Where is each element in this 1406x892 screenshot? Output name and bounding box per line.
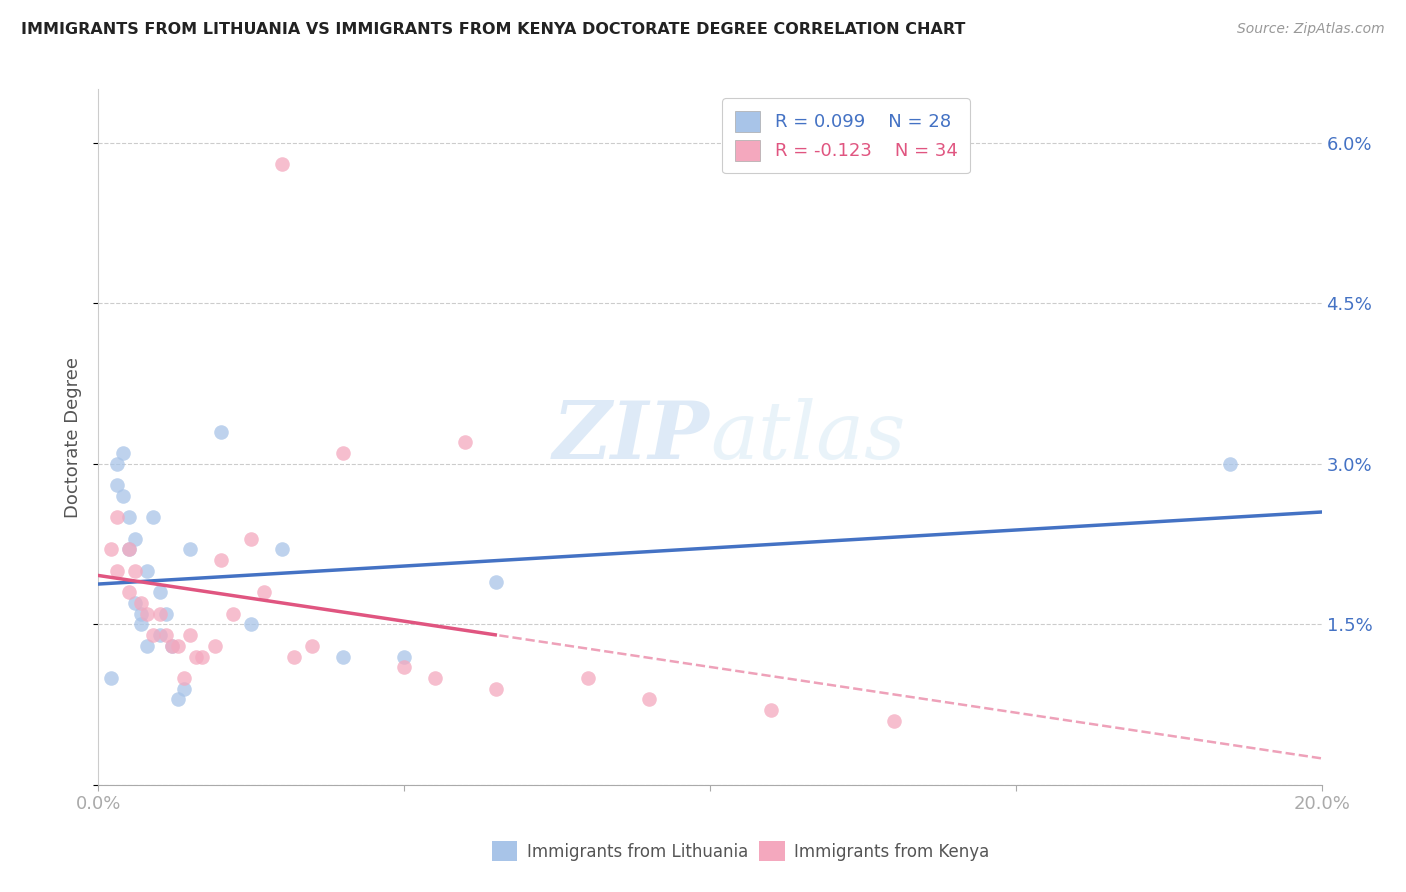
Point xyxy=(270,157,292,171)
Point xyxy=(240,617,263,632)
Point xyxy=(129,607,152,621)
Text: IMMIGRANTS FROM LITHUANIA VS IMMIGRANTS FROM KENYA DOCTORATE DEGREE CORRELATION : IMMIGRANTS FROM LITHUANIA VS IMMIGRANTS … xyxy=(21,22,966,37)
Point xyxy=(136,639,159,653)
Point xyxy=(149,628,172,642)
Point xyxy=(142,510,165,524)
Point xyxy=(179,542,201,557)
Point xyxy=(173,671,195,685)
Point xyxy=(105,478,128,492)
Point xyxy=(118,585,141,599)
Point xyxy=(173,681,195,696)
Point xyxy=(155,628,177,642)
Point xyxy=(124,532,146,546)
Point xyxy=(270,542,292,557)
Point xyxy=(160,639,183,653)
Point xyxy=(222,607,245,621)
Legend: R = 0.099    N = 28, R = -0.123    N = 34: R = 0.099 N = 28, R = -0.123 N = 34 xyxy=(723,98,970,173)
Point xyxy=(240,532,263,546)
Point xyxy=(129,596,152,610)
Text: ZIP: ZIP xyxy=(553,399,710,475)
Point xyxy=(576,671,599,685)
Point xyxy=(191,649,214,664)
Point xyxy=(883,714,905,728)
Text: Immigrants from Lithuania: Immigrants from Lithuania xyxy=(527,843,748,861)
Point xyxy=(454,435,477,450)
Point xyxy=(179,628,201,642)
Text: Source: ZipAtlas.com: Source: ZipAtlas.com xyxy=(1237,22,1385,37)
Point xyxy=(136,564,159,578)
Point xyxy=(100,542,122,557)
Point xyxy=(332,649,354,664)
Text: Immigrants from Kenya: Immigrants from Kenya xyxy=(794,843,990,861)
Point xyxy=(149,607,172,621)
Point xyxy=(118,510,141,524)
Point xyxy=(252,585,274,599)
Point xyxy=(105,510,128,524)
Point xyxy=(111,489,134,503)
Point xyxy=(100,671,122,685)
Point xyxy=(485,681,508,696)
Point xyxy=(332,446,354,460)
Point xyxy=(105,457,128,471)
Point xyxy=(149,585,172,599)
Point xyxy=(111,446,134,460)
Point xyxy=(155,607,177,621)
Point xyxy=(124,596,146,610)
Point xyxy=(142,628,165,642)
Point xyxy=(167,639,190,653)
Point xyxy=(423,671,446,685)
Point xyxy=(105,564,128,578)
Point xyxy=(124,564,146,578)
Point xyxy=(637,692,661,706)
Point xyxy=(1219,457,1241,471)
Point xyxy=(167,692,190,706)
Text: atlas: atlas xyxy=(710,399,905,475)
Point xyxy=(186,649,208,664)
Point xyxy=(759,703,782,717)
Point xyxy=(485,574,508,589)
Point xyxy=(209,425,232,439)
Point xyxy=(283,649,305,664)
Point xyxy=(392,660,416,674)
Point xyxy=(392,649,416,664)
Point xyxy=(301,639,323,653)
Point xyxy=(118,542,141,557)
Y-axis label: Doctorate Degree: Doctorate Degree xyxy=(65,357,83,517)
Point xyxy=(129,617,152,632)
Point xyxy=(118,542,141,557)
Point xyxy=(160,639,183,653)
Point xyxy=(136,607,159,621)
Point xyxy=(209,553,232,567)
Point xyxy=(204,639,226,653)
